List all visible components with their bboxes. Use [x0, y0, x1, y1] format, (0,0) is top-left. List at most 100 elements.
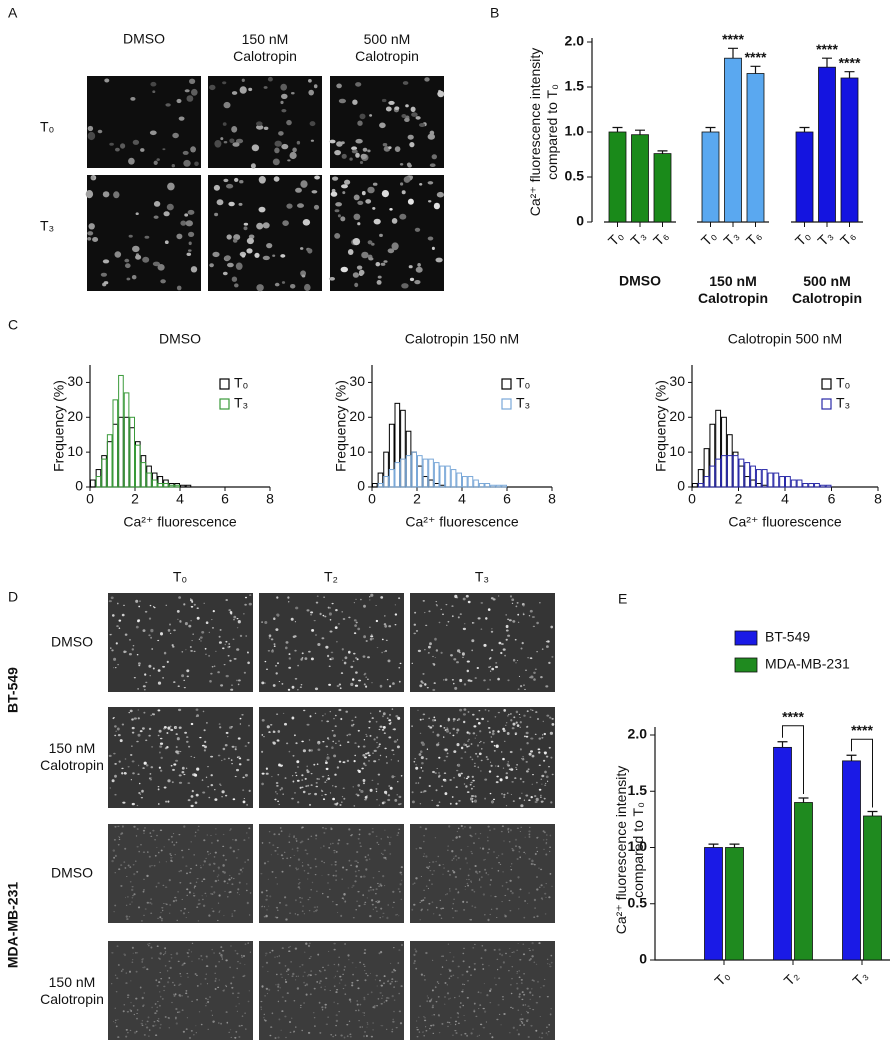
column-header: 500 nMCalotropin [355, 31, 419, 64]
cell [391, 759, 392, 760]
x-tick-label: 2 [735, 491, 743, 507]
cell [352, 678, 354, 681]
cell [428, 997, 429, 999]
cell [124, 1004, 126, 1005]
cell [296, 760, 299, 763]
cell [341, 267, 348, 273]
cell [118, 964, 120, 966]
cell [142, 1020, 143, 1021]
cell [544, 771, 547, 774]
cell [436, 805, 439, 807]
cell [115, 1022, 116, 1023]
cell [119, 627, 121, 629]
cell [284, 896, 286, 898]
cell [231, 763, 232, 764]
cell [129, 639, 131, 640]
cell [539, 789, 542, 791]
cell [114, 794, 116, 796]
cell [186, 1028, 188, 1030]
cell [140, 987, 142, 989]
x-tick-label: 8 [266, 491, 274, 507]
histogram-bar [451, 470, 456, 487]
cell [511, 781, 513, 783]
cell [214, 789, 216, 790]
cell [438, 856, 440, 857]
cell [232, 142, 239, 147]
cell [536, 964, 537, 965]
cell [325, 646, 328, 649]
cell [388, 660, 391, 663]
cell [272, 1012, 274, 1014]
cell [151, 766, 154, 768]
cell [206, 956, 208, 957]
cell [469, 826, 471, 828]
cell [119, 839, 121, 840]
cell [334, 964, 336, 965]
cell [491, 668, 494, 671]
cell [519, 717, 520, 718]
cell [469, 868, 471, 869]
cell [326, 1024, 328, 1026]
cell [352, 974, 354, 976]
error-bar [751, 66, 761, 73]
cell [429, 866, 431, 868]
cell [381, 985, 383, 987]
bar [843, 761, 861, 960]
cell [264, 1014, 265, 1015]
cell [475, 677, 477, 679]
cell [310, 956, 312, 957]
cell [515, 845, 517, 847]
cell [170, 729, 173, 731]
cell [364, 1015, 365, 1016]
cell [512, 966, 514, 967]
cell [512, 849, 514, 851]
cell [335, 715, 337, 717]
cell [472, 622, 473, 623]
cell [349, 1034, 351, 1036]
cell [434, 638, 437, 641]
cell [148, 634, 150, 636]
cell [421, 767, 423, 769]
cell [316, 778, 318, 780]
cell [511, 892, 513, 894]
cell [142, 767, 144, 769]
cell [310, 889, 312, 890]
cell [175, 726, 177, 728]
cell [481, 748, 482, 749]
cell [357, 784, 360, 787]
micrograph [259, 707, 404, 808]
cell [112, 779, 115, 782]
cell [233, 639, 235, 640]
cell [241, 956, 242, 958]
cell [165, 903, 167, 904]
cell [344, 662, 347, 665]
cell [309, 910, 310, 911]
cell [137, 1009, 139, 1011]
cell [281, 830, 283, 832]
y-tick-label: 1.5 [565, 78, 585, 94]
cell [516, 711, 518, 714]
cell [348, 888, 350, 889]
cell [502, 825, 504, 827]
cell [175, 900, 177, 902]
cell [265, 955, 266, 956]
histogram-bar [502, 485, 507, 487]
cell [466, 879, 467, 880]
cell [344, 966, 346, 967]
cell [488, 727, 491, 729]
cell [242, 868, 243, 869]
cell [225, 599, 228, 601]
cell [471, 853, 473, 854]
cell [282, 996, 284, 998]
histogram-bar [136, 442, 141, 487]
cell [455, 803, 457, 805]
cell [364, 683, 366, 685]
cell [121, 970, 123, 971]
cell [464, 623, 465, 624]
cell [465, 785, 467, 787]
cell [434, 203, 440, 210]
cell [245, 944, 247, 945]
cell [488, 710, 489, 711]
cell [225, 744, 228, 746]
cell [334, 978, 335, 979]
